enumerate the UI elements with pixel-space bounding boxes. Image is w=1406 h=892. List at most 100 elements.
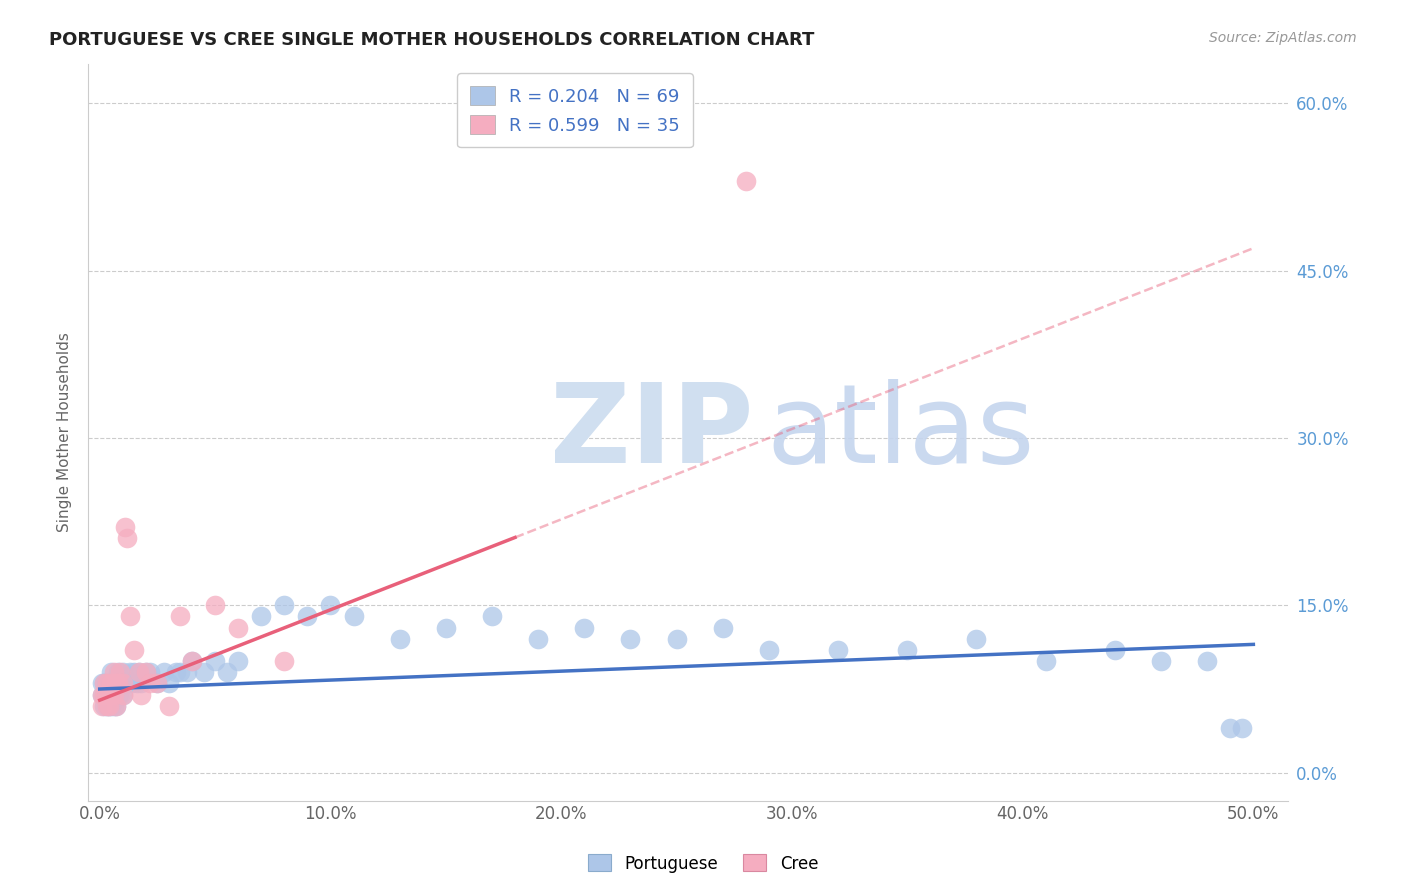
- Point: [124, 665, 146, 680]
- Point: [103, 665, 125, 680]
- Point: [93, 676, 115, 690]
- Point: [758, 643, 780, 657]
- Point: [103, 688, 125, 702]
- Point: [100, 676, 122, 690]
- Point: [97, 676, 120, 690]
- Point: [574, 621, 596, 635]
- Point: [118, 609, 141, 624]
- Point: [527, 632, 550, 646]
- Point: [91, 698, 114, 713]
- Point: [342, 609, 364, 624]
- Point: [226, 621, 249, 635]
- Point: [111, 688, 134, 702]
- Point: [165, 665, 187, 680]
- Point: [111, 676, 134, 690]
- Point: [1230, 721, 1253, 735]
- Point: [1150, 654, 1173, 668]
- Text: PORTUGUESE VS CREE SINGLE MOTHER HOUSEHOLDS CORRELATION CHART: PORTUGUESE VS CREE SINGLE MOTHER HOUSEHO…: [49, 31, 814, 49]
- Point: [135, 665, 157, 680]
- Point: [250, 609, 273, 624]
- Point: [176, 665, 198, 680]
- Point: [97, 698, 120, 713]
- Point: [125, 676, 148, 690]
- Point: [100, 665, 122, 680]
- Point: [619, 632, 641, 646]
- Y-axis label: Single Mother Households: Single Mother Households: [58, 333, 72, 533]
- Point: [117, 676, 139, 690]
- Point: [96, 688, 118, 702]
- Point: [110, 688, 132, 702]
- Point: [96, 698, 118, 713]
- Point: [104, 698, 127, 713]
- Point: [273, 599, 295, 613]
- Point: [96, 676, 118, 690]
- Point: [169, 609, 191, 624]
- Point: [139, 665, 162, 680]
- Point: [91, 676, 114, 690]
- Point: [129, 688, 152, 702]
- Point: [128, 665, 150, 680]
- Point: [103, 698, 125, 713]
- Point: [107, 665, 129, 680]
- Point: [100, 688, 122, 702]
- Point: [107, 676, 129, 690]
- Point: [111, 665, 134, 680]
- Point: [181, 654, 204, 668]
- Point: [146, 676, 169, 690]
- Point: [1197, 654, 1219, 668]
- Point: [118, 665, 141, 680]
- Point: [297, 609, 319, 624]
- Point: [104, 698, 127, 713]
- Point: [388, 632, 411, 646]
- Point: [153, 665, 176, 680]
- Point: [121, 676, 143, 690]
- Point: [129, 676, 152, 690]
- Point: [1035, 654, 1057, 668]
- Point: [104, 676, 127, 690]
- Point: [128, 665, 150, 680]
- Point: [124, 643, 146, 657]
- Point: [226, 654, 249, 668]
- Point: [110, 665, 132, 680]
- Point: [100, 688, 122, 702]
- Point: [204, 654, 226, 668]
- Point: [93, 676, 115, 690]
- Point: [1219, 721, 1241, 735]
- Legend: Portuguese, Cree: Portuguese, Cree: [581, 847, 825, 880]
- Point: [111, 688, 134, 702]
- Point: [91, 688, 114, 702]
- Point: [117, 532, 139, 546]
- Point: [215, 665, 238, 680]
- Point: [665, 632, 688, 646]
- Point: [966, 632, 988, 646]
- Point: [139, 676, 162, 690]
- Point: [91, 688, 114, 702]
- Point: [114, 520, 136, 534]
- Point: [319, 599, 342, 613]
- Legend: R = 0.204   N = 69, R = 0.599   N = 35: R = 0.204 N = 69, R = 0.599 N = 35: [457, 73, 693, 147]
- Point: [93, 688, 115, 702]
- Point: [103, 688, 125, 702]
- Point: [100, 698, 122, 713]
- Point: [96, 676, 118, 690]
- Point: [97, 688, 120, 702]
- Point: [273, 654, 295, 668]
- Point: [204, 599, 226, 613]
- Point: [193, 665, 215, 680]
- Point: [110, 676, 132, 690]
- Point: [96, 688, 118, 702]
- Point: [107, 688, 129, 702]
- Point: [104, 676, 127, 690]
- Point: [146, 676, 169, 690]
- Point: [114, 676, 136, 690]
- Point: [157, 698, 180, 713]
- Point: [169, 665, 191, 680]
- Point: [93, 698, 115, 713]
- Point: [97, 698, 120, 713]
- Point: [97, 688, 120, 702]
- Text: atlas: atlas: [766, 379, 1035, 486]
- Point: [734, 174, 756, 188]
- Point: [481, 609, 503, 624]
- Point: [96, 698, 118, 713]
- Point: [711, 621, 734, 635]
